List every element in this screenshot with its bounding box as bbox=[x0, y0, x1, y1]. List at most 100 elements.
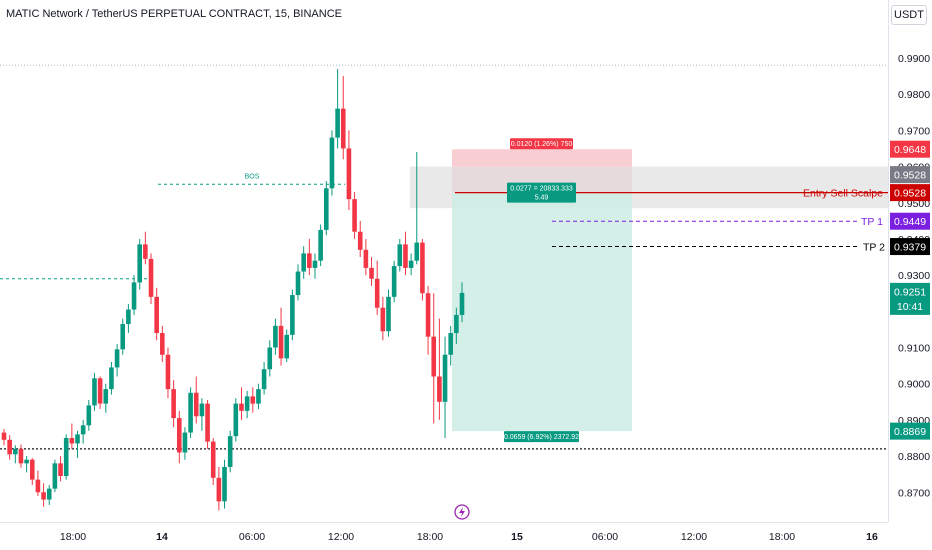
candle bbox=[222, 459, 227, 509]
time-tick: 14 bbox=[156, 531, 168, 543]
candle-body bbox=[131, 282, 137, 310]
replay-icon[interactable] bbox=[454, 504, 470, 520]
position-zones bbox=[410, 149, 888, 432]
price-tick: 0.9700 bbox=[898, 125, 930, 137]
candle-body bbox=[171, 389, 176, 419]
candle-body bbox=[103, 389, 109, 404]
currency-button[interactable]: USDT bbox=[891, 5, 927, 25]
price-tick: 0.9000 bbox=[898, 379, 930, 391]
price-axis: 0.99000.98000.97000.96000.95000.94000.93… bbox=[888, 0, 930, 522]
candle-body bbox=[97, 378, 103, 404]
candle bbox=[386, 289, 391, 337]
candle bbox=[352, 191, 357, 239]
time-tick: 18:00 bbox=[769, 531, 795, 543]
candle bbox=[131, 275, 137, 315]
candle-body bbox=[335, 108, 340, 138]
candle bbox=[374, 260, 380, 315]
candle-body bbox=[256, 389, 261, 404]
candles-layer bbox=[1, 68, 465, 511]
candle bbox=[431, 293, 437, 424]
time-tick: 06:00 bbox=[592, 531, 618, 543]
candle bbox=[233, 398, 239, 442]
candle bbox=[397, 238, 403, 272]
candle-body bbox=[261, 369, 267, 390]
candle bbox=[227, 430, 233, 473]
countdown-text: 10:41 bbox=[897, 301, 923, 313]
price-tag-target bbox=[890, 422, 930, 440]
candle bbox=[329, 130, 335, 196]
candle bbox=[278, 307, 284, 366]
candle-body bbox=[137, 244, 143, 283]
candle bbox=[24, 456, 29, 473]
candle-body bbox=[397, 244, 403, 267]
price-tag-zone bbox=[890, 166, 930, 184]
entry-label: Entry Sell Scalpe bbox=[803, 188, 883, 200]
price-tick: 0.9300 bbox=[898, 270, 930, 282]
candle bbox=[295, 264, 301, 301]
candle bbox=[363, 238, 369, 276]
price-tick: 0.9800 bbox=[898, 89, 930, 101]
time-tick: 15 bbox=[511, 531, 523, 543]
candle-body bbox=[227, 436, 233, 467]
candle-body bbox=[41, 492, 46, 500]
candle-body bbox=[391, 266, 397, 297]
candle-body bbox=[380, 307, 386, 332]
candle-body bbox=[92, 378, 97, 406]
candle-body bbox=[420, 242, 425, 294]
candle-body bbox=[160, 333, 165, 355]
price-tag-text: 0.9379 bbox=[894, 242, 926, 254]
price-tag-last bbox=[890, 282, 930, 315]
time-tick: 12:00 bbox=[681, 531, 707, 543]
candle-body bbox=[193, 392, 199, 417]
candle-body bbox=[75, 434, 80, 444]
candle-body bbox=[374, 278, 380, 308]
candle bbox=[420, 238, 425, 301]
candle bbox=[193, 376, 199, 424]
candle bbox=[58, 456, 63, 482]
candle-body bbox=[114, 349, 120, 368]
candle-body bbox=[273, 325, 278, 348]
price-tag-text: 0.9528 bbox=[894, 188, 926, 200]
candle-body bbox=[459, 292, 465, 315]
candle-body bbox=[239, 403, 244, 411]
target-box bbox=[504, 431, 579, 443]
candle-body bbox=[63, 437, 69, 476]
candle bbox=[41, 483, 46, 507]
candle bbox=[143, 231, 148, 265]
candle bbox=[199, 398, 205, 431]
candle bbox=[126, 304, 131, 334]
price-tick: 0.9100 bbox=[898, 343, 930, 355]
candle bbox=[160, 325, 165, 362]
candle-body bbox=[357, 231, 363, 250]
candle bbox=[13, 445, 18, 464]
candle-body bbox=[267, 347, 273, 370]
candle bbox=[403, 231, 408, 276]
candle bbox=[165, 347, 171, 399]
candle-body bbox=[284, 334, 290, 359]
candle bbox=[97, 376, 103, 410]
price-tick: 0.9900 bbox=[898, 53, 930, 65]
candle-body bbox=[454, 314, 459, 334]
candle bbox=[301, 246, 306, 279]
candle-body bbox=[295, 271, 301, 296]
candle-body bbox=[148, 258, 154, 297]
candle-body bbox=[250, 396, 256, 404]
candle-body bbox=[7, 439, 12, 455]
candle bbox=[323, 181, 329, 236]
tp1-label: TP 1 bbox=[861, 216, 883, 228]
price-tag-entry bbox=[890, 184, 930, 202]
candle-body bbox=[437, 376, 442, 402]
candle bbox=[239, 387, 244, 420]
time-tick: 12:00 bbox=[328, 531, 354, 543]
candle-body bbox=[312, 260, 318, 268]
candle-body bbox=[329, 137, 335, 189]
candle-body bbox=[13, 448, 18, 455]
candle-body bbox=[176, 418, 182, 453]
candle bbox=[35, 470, 41, 496]
candle-body bbox=[386, 296, 391, 332]
bos-label: BOS bbox=[245, 173, 260, 180]
candle bbox=[380, 296, 386, 341]
time-tick: 16 bbox=[866, 531, 878, 543]
time-tick: 06:00 bbox=[239, 531, 265, 543]
